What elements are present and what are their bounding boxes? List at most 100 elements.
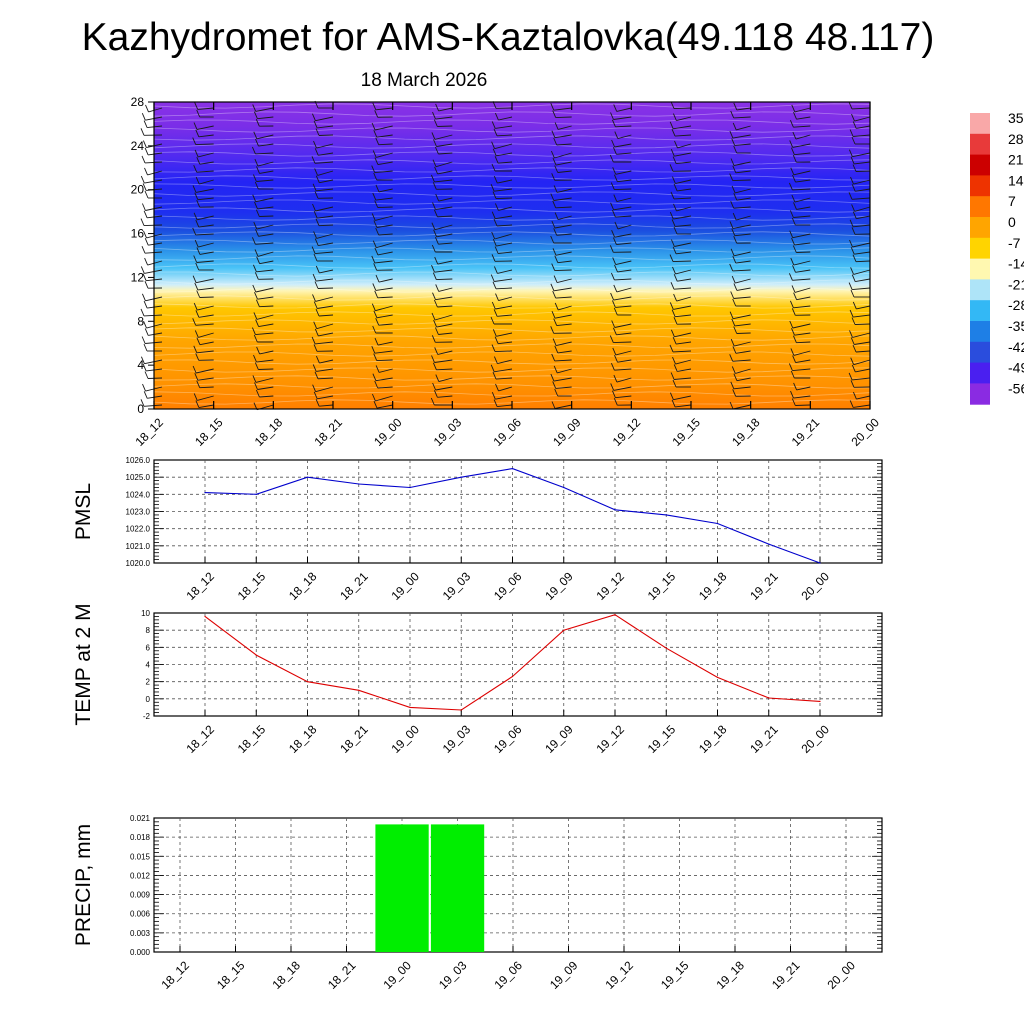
wind-barb <box>730 381 751 390</box>
colorbar-label: -49 <box>1008 360 1024 376</box>
x-tick-label: 18_21 <box>337 722 371 756</box>
wind-barb <box>610 182 632 191</box>
wind-barb <box>609 245 632 253</box>
wind-barb <box>792 155 811 163</box>
wind-barb <box>196 200 214 208</box>
wind-barb <box>195 400 214 409</box>
x-tick-label: 19_15 <box>658 958 692 992</box>
wind-barb <box>789 320 811 329</box>
wind-barb <box>194 330 214 338</box>
precip-bar <box>375 824 429 952</box>
wind-barb <box>551 263 572 272</box>
y-tick-label: 1025.0 <box>126 473 151 482</box>
wind-barb <box>792 131 811 140</box>
y-tick-label: 24 <box>131 139 145 153</box>
wind-barb <box>672 379 691 388</box>
wind-barb <box>494 246 513 254</box>
temp-panel: -2 0 2 4 6 8 10 18_12 18_15 18_18 18_21 19_00 19_03 1… <box>72 603 883 756</box>
x-tick-label: 19_00 <box>371 415 405 449</box>
wind-barb <box>550 193 572 201</box>
wind-barb <box>732 212 751 221</box>
x-tick-label: 19_09 <box>542 722 576 756</box>
wind-barb <box>613 398 632 406</box>
temp-point <box>255 654 257 656</box>
wind-barb <box>490 184 513 192</box>
x-tick-label: 19_09 <box>550 415 584 449</box>
isotherm-line <box>153 263 871 269</box>
y-tick-label: 0.000 <box>130 948 151 957</box>
wind-barb <box>312 273 334 282</box>
wind-barb <box>673 364 692 372</box>
wind-barb <box>612 167 632 175</box>
pmsl-point <box>511 468 514 470</box>
wind-barb <box>434 347 453 355</box>
x-tick-label: 18_15 <box>235 569 269 603</box>
wind-barb <box>732 122 751 131</box>
colorbar-block <box>970 300 990 322</box>
pmsl-point <box>460 476 462 478</box>
wind-barb <box>672 246 692 255</box>
wind-barb <box>670 191 692 200</box>
x-tick-label: 19_06 <box>491 958 525 992</box>
wind-barb <box>491 301 513 310</box>
wind-barb <box>792 355 811 364</box>
wind-barb <box>611 119 632 128</box>
wind-barb <box>193 165 214 173</box>
wind-barb <box>731 366 751 374</box>
colorbar-label: -42 <box>1008 339 1024 355</box>
wind-barb <box>851 136 870 145</box>
y-tick-label: 4 <box>137 358 144 372</box>
wind-barb <box>850 380 871 388</box>
wind-barb <box>611 390 632 399</box>
wind-barb <box>431 335 453 343</box>
isotherm-line <box>154 271 871 277</box>
wind-barb <box>493 356 513 365</box>
wind-barb <box>848 101 871 110</box>
wind-barb <box>192 365 214 374</box>
isotherm-line <box>153 199 871 205</box>
wind-barb <box>195 262 214 271</box>
wind-barb <box>372 192 393 201</box>
wind-barb <box>491 141 513 150</box>
wind-barb <box>144 257 163 266</box>
wind-barb <box>433 229 453 238</box>
wind-barb <box>729 401 751 410</box>
wind-barb <box>372 283 393 291</box>
wind-barb <box>311 336 334 345</box>
wind-barb <box>372 240 393 249</box>
pmsl-point <box>204 492 206 494</box>
wind-barb <box>852 344 871 353</box>
wind-barb <box>789 120 811 128</box>
wind-barb <box>374 247 393 256</box>
wind-barb <box>196 290 214 298</box>
x-tick-label: 18_21 <box>311 415 345 449</box>
wind-barb <box>193 302 214 311</box>
wind-barb <box>611 300 632 308</box>
wind-barb <box>730 291 751 299</box>
wind-barb <box>550 150 572 159</box>
isotherm-line <box>153 351 871 357</box>
pmsl-point <box>409 486 411 489</box>
wind-barb <box>251 237 274 245</box>
wind-barb <box>491 392 513 400</box>
wind-barb <box>253 111 274 120</box>
temp-point <box>716 676 719 679</box>
wind-barb <box>255 389 274 398</box>
wind-barb <box>730 248 751 257</box>
wind-barb <box>140 128 163 136</box>
y-tick-label: 0 <box>146 695 151 704</box>
wind-barb <box>315 265 334 274</box>
wind-barb <box>371 255 393 264</box>
temp-point <box>563 629 565 631</box>
wind-barb <box>791 285 811 293</box>
wind-barb <box>790 147 811 156</box>
wind-barb <box>730 338 751 347</box>
y-tick-label: 1020.0 <box>126 559 151 568</box>
wind-barb <box>730 158 751 166</box>
wind-barb <box>313 344 334 352</box>
wind-barb <box>730 201 751 209</box>
wind-barb <box>733 102 751 111</box>
wind-barb <box>144 328 163 336</box>
wind-barb <box>254 382 274 390</box>
x-tick-label: 20_00 <box>798 722 832 756</box>
